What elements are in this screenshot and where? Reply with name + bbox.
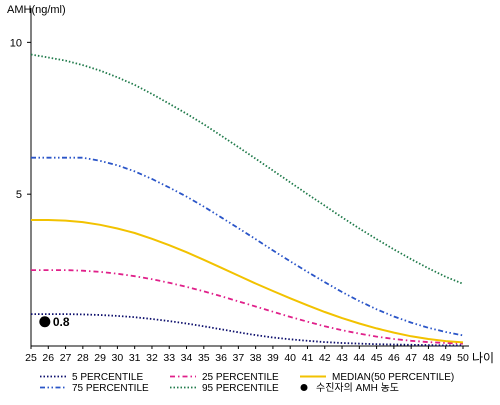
series-lines	[30, 53, 464, 347]
x-tick-label: 25	[25, 352, 37, 364]
legend-label: 25 PERCENTILE	[202, 372, 279, 383]
x-tick-label: 26	[42, 352, 54, 364]
legend-label: 5 PERCENTILE	[72, 372, 143, 383]
patient-marker: 0.8	[39, 315, 70, 329]
patient-amh-value-label: 0.8	[53, 315, 70, 329]
series-line-95-percentile	[30, 53, 464, 285]
x-tick-label: 36	[215, 352, 227, 364]
legend-swatch-marker	[300, 384, 308, 391]
x-axis-label: 나이	[472, 351, 494, 365]
x-tick-label: 37	[233, 352, 245, 364]
y-tick-label: 10	[10, 37, 22, 49]
series-line-median-50-percentile	[31, 219, 464, 344]
x-tick-label: 38	[250, 352, 262, 364]
x-tick-label: 50	[457, 352, 469, 364]
y-axis-label: AMH(ng/ml)	[7, 4, 66, 16]
x-tick-label: 43	[336, 352, 348, 364]
axes: AMH(ng/ml) 5 10 25 26 27 28 29 30 31 32 33 34 35 36 37 3…	[7, 4, 494, 365]
x-tick-label: 40	[284, 352, 296, 364]
x-tick-label: 29	[94, 352, 106, 364]
x-tick-label: 49	[440, 352, 452, 364]
x-tick-label: 27	[60, 352, 72, 364]
x-tick-label: 44	[353, 352, 365, 364]
legend-label: MEDIAN(50 PERCENTILE)	[332, 372, 454, 383]
x-tick-label: 48	[423, 352, 435, 364]
x-tick-label: 41	[302, 352, 314, 364]
x-tick-label: 34	[181, 352, 193, 364]
x-tick-label: 32	[146, 352, 158, 364]
x-tick-label: 35	[198, 352, 210, 364]
patient-amh-point	[39, 316, 51, 328]
series-line-75-percentile	[31, 156, 464, 337]
series-line-5-percentile	[31, 313, 463, 347]
legend-label: 95 PERCENTILE	[202, 383, 279, 394]
x-tick-label: 47	[405, 352, 417, 364]
x-tick-label: 42	[319, 352, 331, 364]
x-tick-label: 39	[267, 352, 279, 364]
x-tick-label: 45	[371, 352, 383, 364]
x-tick-label: 33	[163, 352, 175, 364]
legend-label: 75 PERCENTILE	[72, 383, 149, 394]
y-tick-label: 5	[16, 189, 22, 201]
x-tick-label: 28	[77, 352, 89, 364]
legend-label: 수진자의 AMH 농도	[316, 382, 399, 394]
legend: 5 PERCENTILE 25 PERCENTILE MEDIAN(50 PERCE…	[40, 372, 454, 394]
x-tick-label: 30	[112, 352, 124, 364]
x-tick-label: 31	[129, 352, 141, 364]
x-tick-label: 46	[388, 352, 400, 364]
